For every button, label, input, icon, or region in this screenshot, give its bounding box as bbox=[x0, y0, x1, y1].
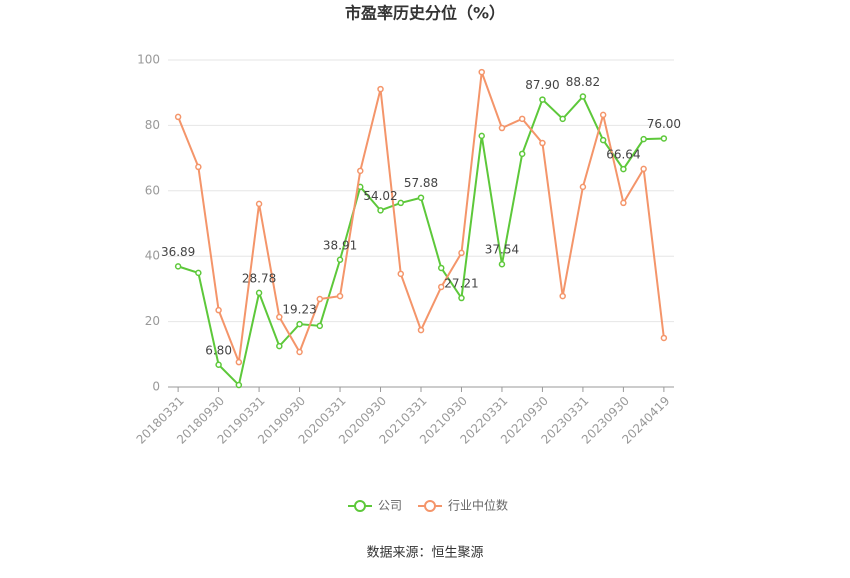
point bbox=[660, 334, 668, 342]
point bbox=[518, 115, 526, 123]
data-label: 88.82 bbox=[566, 75, 600, 89]
legend-label: 公司 bbox=[378, 499, 402, 513]
point bbox=[195, 269, 202, 277]
legend-marker bbox=[354, 500, 366, 512]
point bbox=[296, 348, 303, 356]
point bbox=[336, 256, 344, 264]
point bbox=[174, 113, 182, 121]
chart-title: 市盈率历史分位（%） bbox=[345, 4, 505, 23]
point bbox=[498, 260, 506, 268]
point bbox=[215, 361, 222, 369]
data-label: 76.00 bbox=[647, 117, 681, 131]
data-label: 6.80 bbox=[205, 343, 232, 357]
series-line bbox=[177, 94, 664, 388]
source: 数据来源：恒生聚源 bbox=[366, 546, 483, 561]
point bbox=[417, 326, 425, 334]
point bbox=[316, 295, 324, 303]
data-label: 87.90 bbox=[525, 78, 559, 92]
point bbox=[599, 111, 607, 119]
point bbox=[215, 306, 222, 314]
point bbox=[255, 200, 263, 208]
point bbox=[276, 313, 283, 321]
point bbox=[397, 199, 405, 207]
point bbox=[195, 163, 202, 171]
point bbox=[498, 124, 506, 132]
point bbox=[357, 167, 364, 175]
point bbox=[539, 96, 546, 103]
point bbox=[559, 292, 566, 300]
point bbox=[559, 115, 566, 123]
data-label: 54.02 bbox=[363, 189, 397, 203]
point bbox=[599, 136, 607, 144]
point bbox=[276, 342, 283, 350]
point bbox=[296, 320, 303, 328]
point bbox=[518, 150, 526, 158]
point bbox=[235, 358, 243, 366]
point bbox=[174, 263, 182, 270]
point bbox=[620, 165, 627, 173]
point bbox=[478, 68, 485, 76]
point bbox=[437, 264, 445, 272]
point bbox=[397, 270, 405, 278]
y-tick-label: 100 bbox=[137, 53, 160, 67]
data-label: 66.64 bbox=[606, 148, 640, 162]
y-tick-label: 40 bbox=[145, 249, 160, 263]
data-label: 57.88 bbox=[404, 176, 438, 190]
y-tick-label: 0 bbox=[152, 380, 160, 394]
legend-label: 行业中位数 bbox=[448, 498, 508, 513]
point bbox=[316, 322, 324, 330]
point bbox=[640, 165, 647, 173]
data-label: 36.89 bbox=[161, 245, 195, 259]
point bbox=[539, 139, 546, 147]
point bbox=[235, 381, 243, 389]
point bbox=[417, 194, 425, 201]
y-tick-label: 20 bbox=[145, 314, 160, 328]
data-label: 27.21 bbox=[444, 277, 478, 291]
point bbox=[336, 292, 344, 300]
point bbox=[478, 132, 485, 140]
point bbox=[255, 289, 263, 297]
legend-marker bbox=[424, 500, 437, 512]
point bbox=[458, 294, 465, 302]
point bbox=[620, 199, 627, 207]
y-tick-label: 80 bbox=[145, 118, 160, 132]
point bbox=[377, 207, 384, 214]
point bbox=[660, 135, 668, 142]
point bbox=[640, 135, 647, 143]
data-label: 37.54 bbox=[485, 243, 519, 257]
point bbox=[437, 283, 445, 291]
data-label: 28.78 bbox=[242, 271, 276, 285]
point bbox=[579, 93, 587, 100]
y-tick-label: 60 bbox=[145, 183, 160, 197]
data-label: 38.91 bbox=[323, 238, 357, 252]
point bbox=[377, 85, 384, 93]
point bbox=[458, 249, 465, 257]
data-label: 19.23 bbox=[282, 303, 316, 317]
point bbox=[579, 183, 587, 191]
